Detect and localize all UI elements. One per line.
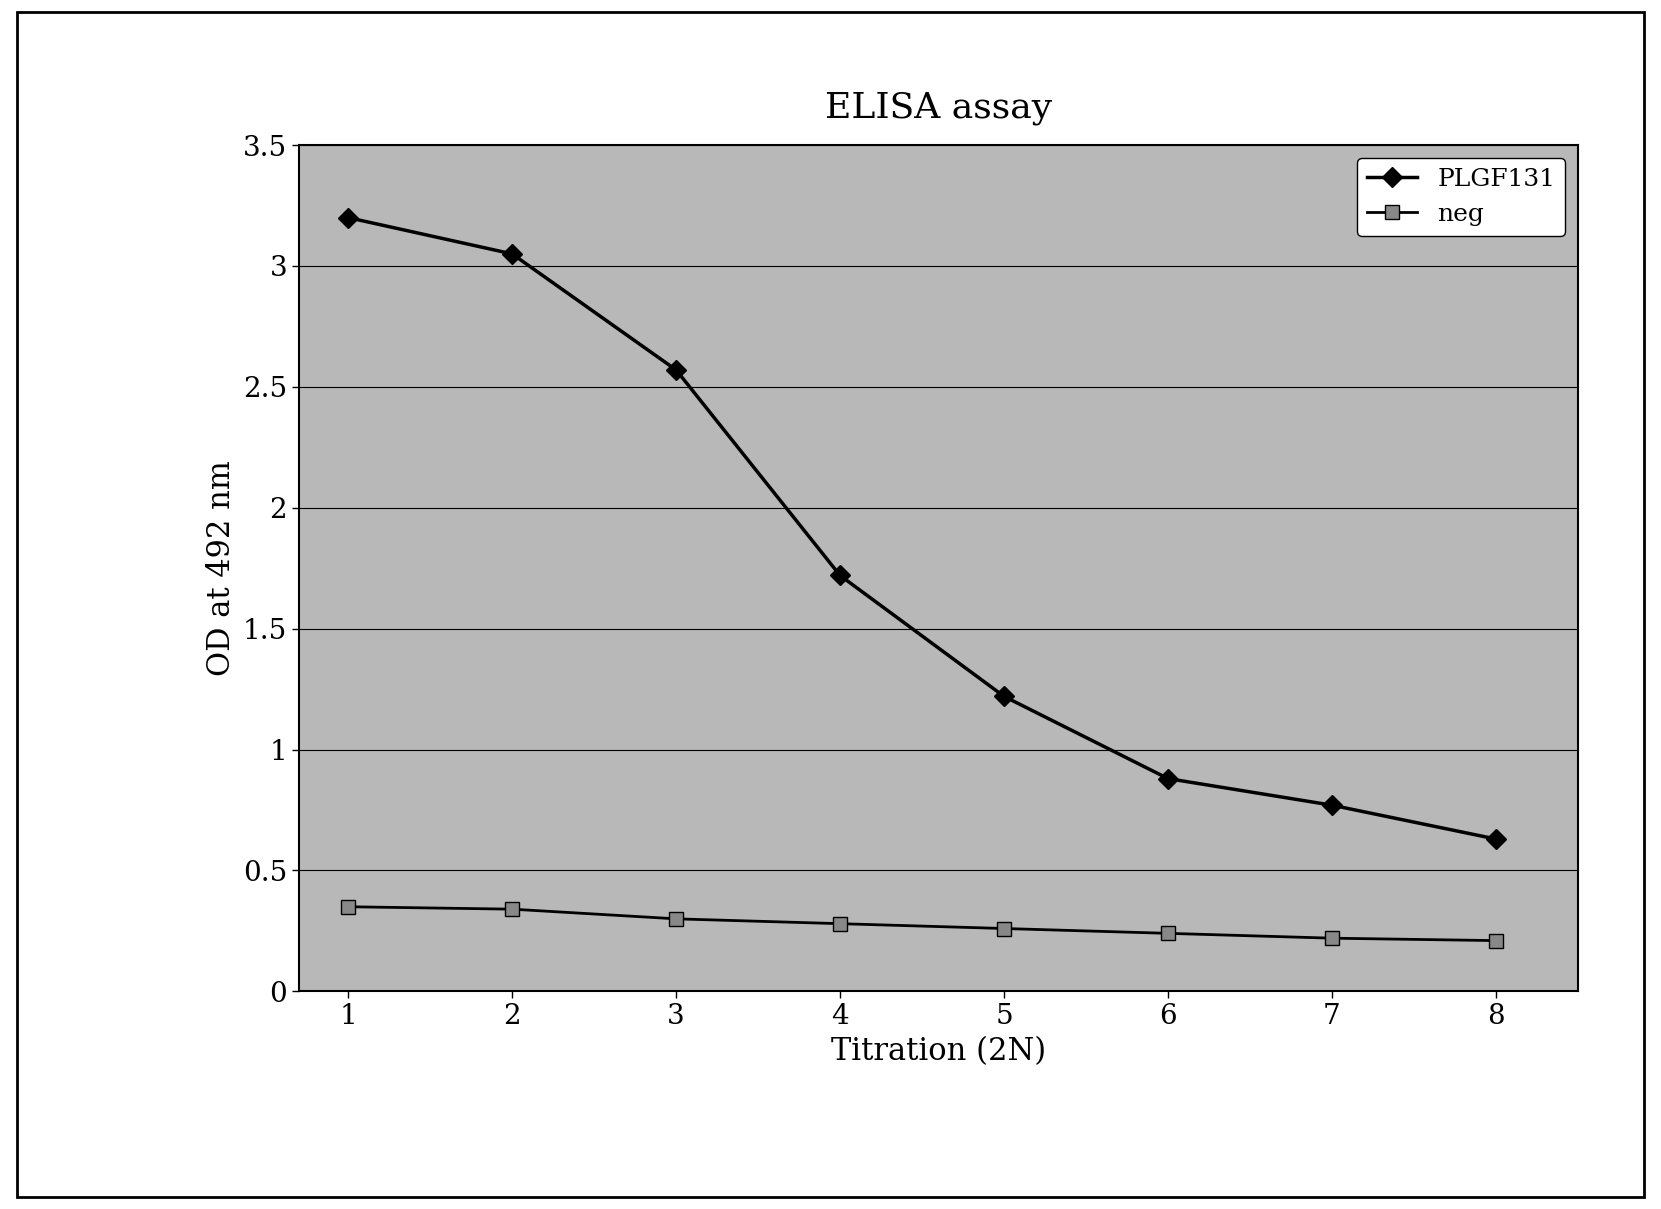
X-axis label: Titration (2N): Titration (2N) bbox=[830, 1036, 1046, 1066]
neg bbox=[1322, 931, 1342, 945]
PLGF131 bbox=[830, 568, 850, 583]
PLGF131 bbox=[502, 247, 522, 261]
PLGF131 bbox=[1487, 832, 1507, 846]
PLGF131 bbox=[1322, 798, 1342, 812]
PLGF131 bbox=[666, 363, 686, 377]
neg bbox=[502, 902, 522, 916]
neg bbox=[666, 912, 686, 926]
Title: ELISA assay: ELISA assay bbox=[826, 91, 1051, 125]
neg bbox=[339, 899, 359, 914]
PLGF131 bbox=[993, 689, 1013, 704]
Y-axis label: OD at 492 nm: OD at 492 nm bbox=[206, 461, 238, 676]
neg bbox=[830, 916, 850, 931]
PLGF131 bbox=[339, 210, 359, 225]
Line: PLGF131: PLGF131 bbox=[341, 210, 1503, 846]
Line: neg: neg bbox=[341, 899, 1503, 948]
PLGF131 bbox=[1158, 771, 1178, 786]
Legend: PLGF131, neg: PLGF131, neg bbox=[1357, 157, 1565, 236]
neg bbox=[1487, 933, 1507, 948]
neg bbox=[1158, 926, 1178, 941]
neg bbox=[993, 921, 1013, 936]
